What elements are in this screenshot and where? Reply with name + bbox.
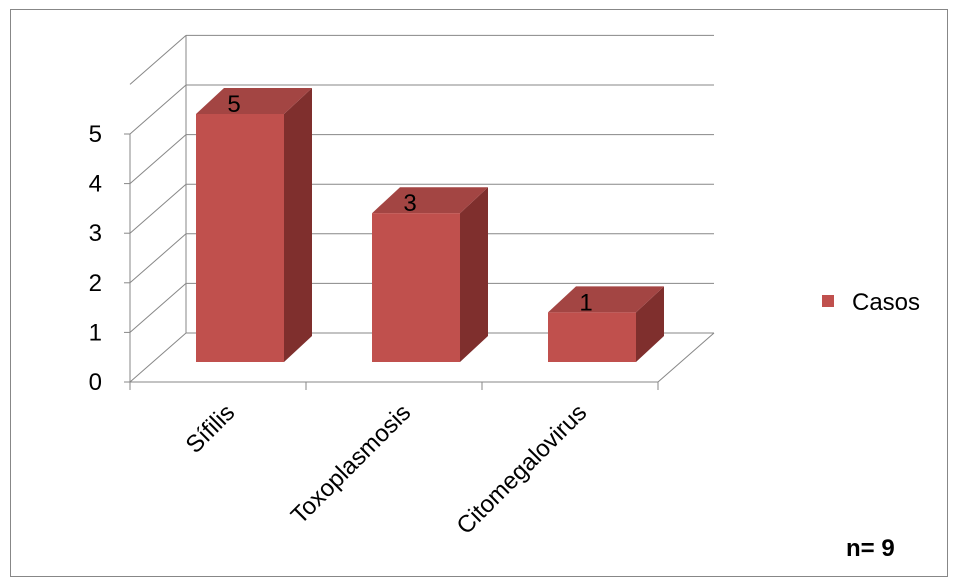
legend-label: Casos bbox=[852, 289, 920, 316]
y-tick-label-4: 4 bbox=[89, 171, 102, 198]
bar-0 bbox=[196, 88, 312, 362]
bar-top-0 bbox=[196, 88, 312, 114]
category-label-0: Sífilis bbox=[181, 399, 241, 459]
bar-top-1 bbox=[372, 187, 488, 214]
bar-2 bbox=[548, 286, 664, 362]
category-label-1: Toxoplasmosis bbox=[286, 399, 416, 529]
bar-front-0 bbox=[196, 114, 284, 362]
bar-side-2 bbox=[636, 286, 664, 362]
wall-diagonal-6 bbox=[129, 35, 187, 85]
wall-diagonal-5 bbox=[129, 84, 187, 135]
sample-size-note: n= 9 bbox=[846, 535, 895, 562]
y-tick-label-1: 1 bbox=[89, 319, 102, 346]
data-label-2: 1 bbox=[579, 289, 592, 316]
y-tick-label-2: 2 bbox=[89, 270, 102, 297]
wall-diagonal-1 bbox=[129, 283, 187, 333]
legend: Casos bbox=[822, 289, 920, 316]
data-label-0: 5 bbox=[227, 91, 240, 118]
wall-diagonal-2 bbox=[129, 233, 187, 284]
y-tick-label-5: 5 bbox=[89, 121, 102, 148]
legend-swatch bbox=[822, 295, 834, 307]
bar-front-1 bbox=[372, 213, 460, 362]
wall-diagonal-0 bbox=[129, 332, 187, 383]
category-label-2: Citomegalovirus bbox=[451, 399, 592, 540]
bar-front-2 bbox=[548, 312, 636, 362]
bar-side-0 bbox=[284, 88, 312, 362]
bar-top-2 bbox=[548, 286, 664, 313]
floor-right-edge bbox=[657, 332, 715, 383]
data-label-1: 3 bbox=[403, 190, 416, 217]
wall-diagonal-3 bbox=[129, 183, 187, 234]
y-tick-label-0: 0 bbox=[89, 369, 102, 396]
bar-side-1 bbox=[460, 187, 488, 362]
y-tick-label-3: 3 bbox=[89, 220, 102, 247]
wall-diagonal-4 bbox=[129, 134, 187, 184]
bar-1 bbox=[372, 187, 488, 362]
